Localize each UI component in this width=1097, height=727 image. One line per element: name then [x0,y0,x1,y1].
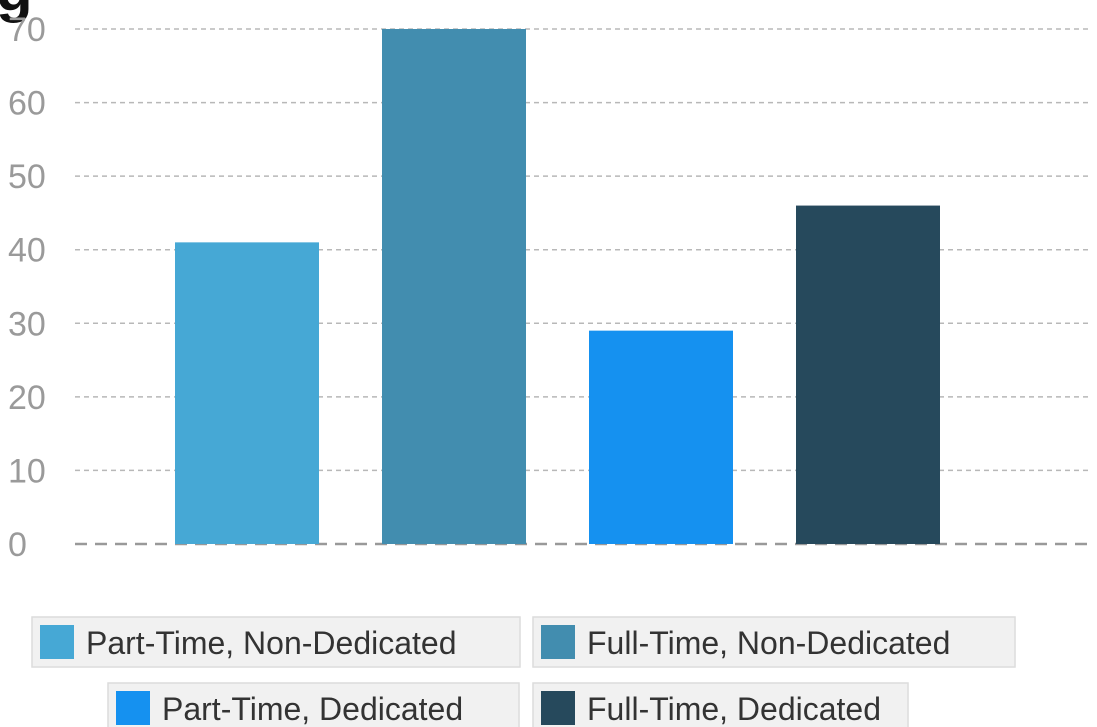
legend-label: Part-Time, Dedicated [162,691,463,727]
legend-item-box [532,616,1016,668]
legend-label: Full-Time, Non-Dedicated [587,625,950,661]
y-tick-label: 50 [8,158,46,196]
legend-swatch [116,691,150,725]
y-tick-label: 40 [8,232,46,270]
bar-3 [589,330,733,544]
legend-item: Part-Time, Non-Dedicated [31,616,521,668]
y-tick-label: 70 [8,11,46,49]
y-tick-label: 10 [8,452,46,490]
legend-label: Full-Time, Dedicated [587,691,881,727]
bar-1 [175,242,319,544]
legend-item: Part-Time, Dedicated [107,682,520,727]
legend-item: Full-Time, Dedicated [532,682,909,727]
y-tick-label: 20 [8,379,46,417]
legend-swatch [541,691,575,725]
cropped-title-fragment: g [0,0,33,23]
bar-4 [796,205,940,545]
legend-label: Part-Time, Non-Dedicated [86,625,457,661]
y-tick-label: 30 [8,305,46,343]
y-axis-ticks: 0 10 20 30 40 50 60 70 [8,11,46,564]
legend-item-box [532,682,909,727]
legend: Part-Time, Non-Dedicated Full-Time, Non-D… [31,616,1016,727]
legend-swatch [541,625,575,659]
y-tick-label: 60 [8,85,46,123]
legend-swatch [40,625,74,659]
legend-item-box [107,682,520,727]
bars [175,29,940,545]
bar-2 [382,29,526,544]
legend-item-box [31,616,521,668]
y-tick-label: 0 [8,526,27,564]
legend-item: Full-Time, Non-Dedicated [532,616,1016,668]
